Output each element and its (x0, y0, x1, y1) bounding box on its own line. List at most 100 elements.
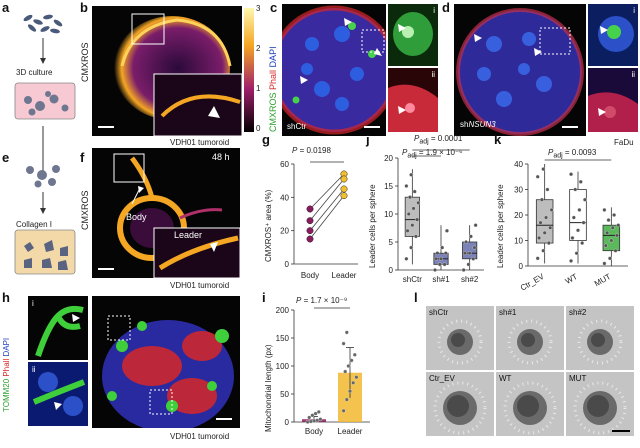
brightfield-tile: shCtr (426, 306, 494, 370)
panel-j-letter: j (366, 132, 370, 147)
data-point (535, 256, 540, 261)
panel-b-stain: CMXROS (80, 42, 90, 82)
panel-h-micrograph (92, 296, 240, 428)
panel-d-condition: shNSUN3 (460, 120, 496, 129)
data-point (354, 375, 359, 380)
data-point (343, 369, 348, 374)
data-point (433, 268, 437, 272)
box (569, 189, 587, 241)
data-point (437, 262, 442, 267)
data-point (409, 172, 414, 177)
data-point (468, 234, 473, 239)
tile-label: WT (499, 374, 512, 383)
panel-d-micrograph (454, 4, 586, 136)
panel-g-ylabel: CMXROS⁺ area (%) (264, 189, 273, 262)
data-point (535, 174, 540, 179)
panel-e-schematic (14, 165, 76, 275)
panel-b-caption: VDH01 tumoroid (170, 138, 230, 147)
y-tick-label: 60 (280, 160, 289, 169)
pair-line (309, 173, 345, 210)
data-point (614, 233, 619, 238)
data-point (440, 245, 445, 250)
brightfield-tile: sh#1 (496, 306, 564, 370)
data-point (439, 256, 443, 261)
panel-c-letter: c (270, 0, 278, 15)
y-tick-label: 20 (514, 211, 523, 220)
x-tick-label: MUT (593, 272, 613, 289)
data-point (341, 341, 346, 346)
y-tick-label: 0 (285, 418, 290, 427)
data-point (341, 408, 346, 413)
data-point (310, 413, 315, 418)
panel-c-inset-i: i (388, 4, 438, 66)
data-point (544, 215, 549, 220)
data-point (461, 268, 466, 272)
data-point (616, 223, 621, 228)
body-point (306, 205, 314, 213)
data-point (349, 358, 354, 363)
body-point (306, 217, 314, 225)
cell-cluster-icon (23, 14, 63, 34)
x-tick-label: Body (301, 271, 319, 280)
data-point (409, 245, 414, 250)
y-tick-label: 200 (276, 306, 290, 315)
y-tick-label: 20 (384, 154, 393, 163)
colorbar-tick-3: 3 (256, 4, 261, 13)
panel-a-schematic (14, 14, 76, 180)
data-point (578, 179, 583, 184)
y-tick-label: 10 (384, 210, 393, 219)
data-point (407, 195, 412, 200)
body-point (306, 227, 314, 235)
x-tick-label: Ctr_EV (519, 272, 546, 293)
y-tick-label: 150 (276, 334, 290, 343)
data-point (434, 256, 439, 261)
panel-f-time: 48 h (212, 152, 230, 162)
panel-f-caption: VDH01 tumoroid (170, 281, 230, 290)
panel-g-pvalue: P = 0.0198 (292, 146, 331, 155)
data-point (404, 184, 409, 188)
panel-f-stain: CMXROS (80, 190, 90, 230)
data-point (607, 256, 612, 261)
pair-line (309, 178, 345, 221)
data-point (573, 187, 578, 192)
data-point (308, 419, 313, 424)
data-point (473, 223, 478, 228)
panel-i-chart: 0 50 100 150 200 Body Leader (276, 306, 370, 436)
data-point (443, 251, 448, 256)
panel-d-caption: FaDu (614, 138, 634, 147)
x-tick-label: shCtr (403, 275, 422, 284)
panel-h-caption: VDH01 tumoroid (170, 432, 230, 441)
y-tick-label: 40 (514, 160, 523, 169)
data-point (548, 225, 553, 230)
data-point (348, 389, 352, 394)
panel-h-inset-i: i (28, 296, 88, 360)
y-tick-label: 10 (514, 237, 523, 246)
x-tick-label: sh#2 (461, 275, 479, 284)
data-point (412, 189, 417, 194)
tile-label: sh#2 (569, 308, 587, 317)
panel-g-letter: g (262, 132, 270, 147)
leader-point (340, 175, 348, 183)
y-tick-label: 0 (285, 260, 290, 269)
panel-i-pvalue: P = 1.7 × 10⁻⁹ (296, 296, 348, 305)
data-point (467, 251, 472, 256)
panel-d-inset-ii: ii (588, 68, 638, 132)
y-tick-label: 40 (280, 193, 289, 202)
data-point (576, 228, 580, 233)
data-point (313, 411, 318, 416)
data-point (464, 240, 469, 244)
data-point (416, 200, 421, 205)
data-point (571, 215, 576, 220)
leader-point (340, 192, 348, 200)
pair-line (309, 188, 345, 231)
panel-k-pvalue: Padj = 0.0093 (548, 148, 597, 160)
panel-j-p2: Padj = 1.9 × 10⁻⁶ (402, 148, 463, 160)
data-point (404, 256, 409, 261)
x-tick-label: Leader (332, 271, 357, 280)
y-tick-label: 100 (276, 362, 290, 371)
panel-i-letter: i (262, 290, 266, 305)
panel-c-inset-ii: ii (388, 68, 438, 132)
data-point (318, 417, 323, 422)
data-point (613, 248, 618, 253)
data-point (405, 228, 410, 233)
